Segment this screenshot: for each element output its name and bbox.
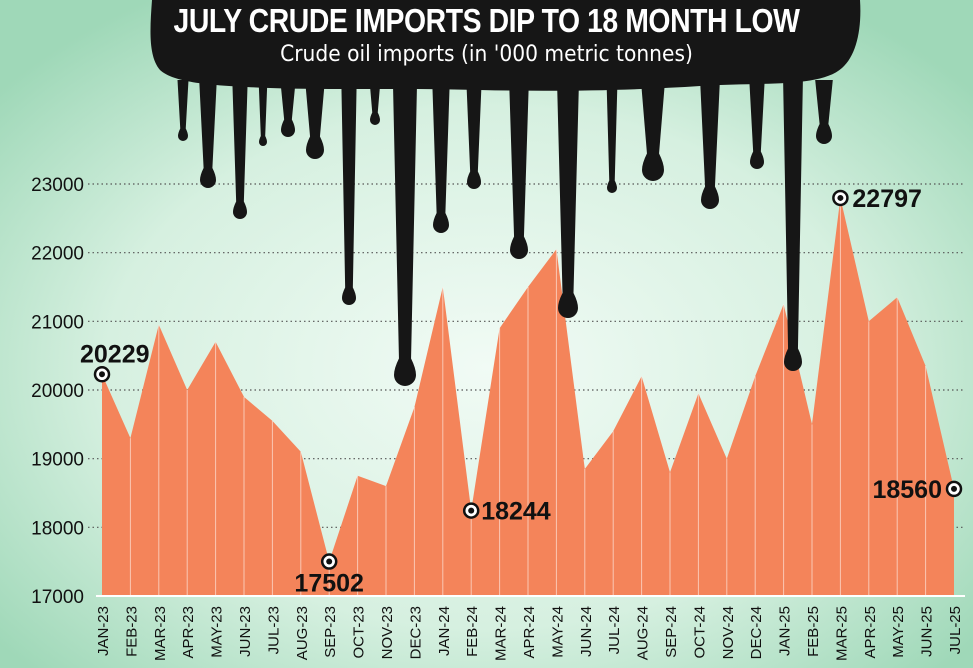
x-tick-label: AUG-23 bbox=[294, 606, 311, 660]
annotation-marker-dot bbox=[951, 485, 957, 492]
annotation-label: 22797 bbox=[852, 185, 922, 213]
x-tick-label: JAN-25 bbox=[777, 606, 794, 656]
oil-drip bbox=[466, 80, 482, 189]
y-tick-label: 18000 bbox=[31, 518, 84, 539]
x-tick-label: MAY-24 bbox=[549, 606, 566, 658]
oil-drip bbox=[258, 80, 268, 146]
x-tick-label: APR-25 bbox=[862, 606, 879, 659]
annotation-marker-dot bbox=[326, 558, 333, 565]
y-tick-label: 21000 bbox=[31, 312, 84, 333]
annotation-marker-dot bbox=[99, 371, 105, 378]
annotation-label: 20229 bbox=[80, 340, 150, 368]
x-tick-label: APR-23 bbox=[180, 606, 197, 659]
x-tick-label: AUG-24 bbox=[635, 606, 652, 660]
oil-drip bbox=[232, 80, 248, 219]
x-tick-label: FEB-23 bbox=[123, 606, 140, 657]
annotation-marker-dot bbox=[837, 194, 844, 201]
x-tick-label: JUN-24 bbox=[578, 606, 595, 657]
x-tick-label: JUL-23 bbox=[265, 606, 282, 654]
oil-drip bbox=[432, 80, 450, 233]
x-tick-label: JUN-23 bbox=[237, 606, 254, 657]
x-tick-label: MAR-24 bbox=[493, 606, 510, 661]
annotation-label: 18244 bbox=[481, 498, 551, 526]
oil-drip bbox=[392, 80, 418, 386]
x-tick-label: FEB-25 bbox=[805, 606, 822, 657]
x-tick-label: MAR-25 bbox=[833, 606, 850, 661]
x-axis: JAN-23 FEB-23 MAR-23 APR-23 MAY-23 JUN-23 JUL-… bbox=[95, 606, 964, 661]
oil-drip bbox=[509, 80, 529, 259]
oil-drip bbox=[557, 80, 579, 318]
oil-drip bbox=[341, 80, 357, 305]
x-tick-label: SEP-24 bbox=[663, 606, 680, 658]
oil-drip bbox=[815, 80, 833, 144]
annotation-label: 17502 bbox=[294, 570, 364, 598]
oil-drip bbox=[606, 80, 618, 193]
y-axis: 17000 18000 19000 20000 21000 22000 23000 bbox=[31, 175, 84, 608]
x-tick-label: JUL-25 bbox=[947, 606, 964, 654]
x-tick-label: DEC-24 bbox=[748, 606, 765, 659]
oil-drip bbox=[199, 80, 217, 188]
x-tick-label: SEP-23 bbox=[322, 606, 339, 658]
y-tick-label: 17000 bbox=[31, 587, 84, 608]
x-tick-label: DEC-23 bbox=[407, 606, 424, 659]
oil-drip bbox=[177, 80, 189, 141]
x-tick-label: JAN-23 bbox=[95, 606, 112, 656]
oil-drip bbox=[749, 80, 765, 169]
x-tick-label: OCT-23 bbox=[351, 606, 368, 659]
x-tick-label: JAN-24 bbox=[436, 606, 453, 656]
oil-drip bbox=[700, 80, 720, 209]
y-tick-label: 19000 bbox=[31, 450, 84, 471]
x-tick-label: FEB-24 bbox=[464, 606, 481, 657]
annotation-marker-dot bbox=[468, 507, 475, 514]
oil-drip bbox=[280, 80, 296, 137]
oil-drip bbox=[369, 80, 381, 125]
annotation-label: 18560 bbox=[872, 476, 942, 504]
y-tick-label: 22000 bbox=[31, 244, 84, 265]
x-tick-label: MAY-25 bbox=[890, 606, 907, 658]
oil-drip bbox=[305, 80, 325, 159]
x-tick-label: MAY-23 bbox=[209, 606, 226, 658]
annotations: 20229 17502 18244 22797 18560 bbox=[80, 185, 963, 598]
oil-drip bbox=[783, 80, 803, 371]
chart-title: JULY CRUDE IMPORTS DIP TO 18 MONTH LOW bbox=[173, 2, 800, 39]
x-tick-label: OCT-24 bbox=[691, 606, 708, 659]
x-tick-label: NOV-23 bbox=[379, 606, 396, 659]
x-tick-label: JUL-24 bbox=[606, 606, 623, 654]
oil-drip bbox=[640, 80, 666, 181]
area-layer bbox=[96, 197, 965, 597]
chart-subtitle: Crude oil imports (in '000 metric tonnes… bbox=[280, 42, 693, 67]
x-tick-label: APR-24 bbox=[521, 606, 538, 659]
oil-spill-decoration bbox=[150, 0, 861, 386]
x-tick-label: JUN-25 bbox=[919, 606, 936, 657]
y-tick-label: 23000 bbox=[31, 175, 84, 196]
y-tick-label: 20000 bbox=[31, 381, 84, 402]
x-tick-label: MAR-23 bbox=[152, 606, 169, 661]
oil-blob bbox=[150, 0, 861, 91]
x-tick-label: NOV-24 bbox=[720, 606, 737, 659]
